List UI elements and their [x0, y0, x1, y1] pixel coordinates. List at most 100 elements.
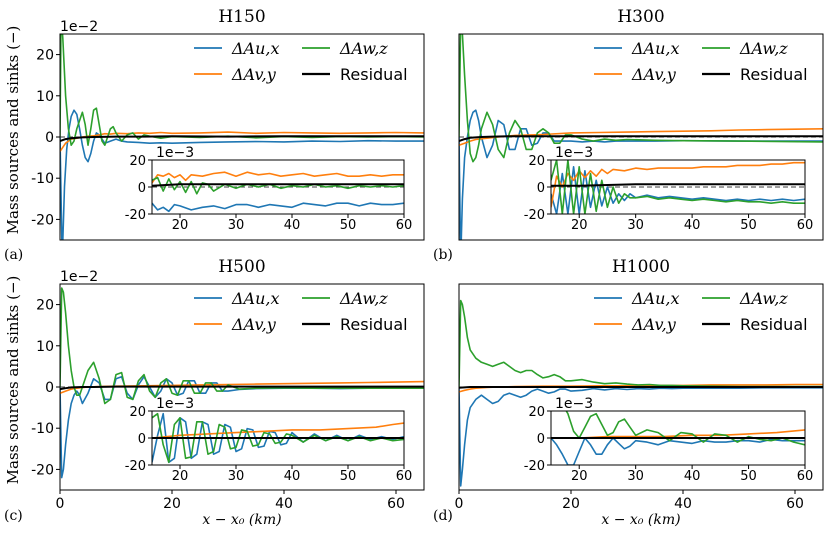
x-tick-label: 20 — [562, 496, 580, 512]
y-tick-label: -10 — [31, 421, 54, 437]
x-tick-label: 30 — [627, 218, 644, 233]
series-line-u — [152, 202, 404, 213]
series-line-v — [152, 171, 404, 184]
x-axis-label-right: x − x₀ (km) — [601, 512, 680, 528]
legend-label-v: ΔAv,y — [631, 65, 677, 84]
y-tick-label: 0 — [537, 181, 545, 196]
x-tick-label: 60 — [797, 469, 814, 484]
series-line-u — [551, 437, 805, 465]
y-tick-label: -20 — [31, 212, 54, 228]
legend: ΔAu,x ΔAw,z ΔAv,y Residual — [594, 289, 808, 334]
x-tick-label: 20 — [571, 218, 588, 233]
panel-title: H1000 — [612, 257, 670, 277]
x-tick-label: 50 — [340, 469, 357, 484]
y-tick-label: -20 — [31, 462, 54, 478]
y-tick-label: 0 — [138, 181, 146, 196]
panel-label: (c) — [4, 508, 23, 524]
x-tick-label: 40 — [275, 496, 293, 512]
legend-label-u: ΔAu,x — [231, 289, 280, 308]
y-tick-label: 0 — [138, 432, 146, 447]
series-line-u — [60, 109, 424, 240]
y-tick-label: 10 — [36, 339, 54, 355]
y-tick-label: 0 — [45, 380, 54, 396]
series-line-w — [551, 160, 805, 214]
series-line-u — [459, 109, 823, 240]
x-tick-label: 40 — [674, 496, 692, 512]
series-line-u — [60, 375, 424, 479]
series-line-w — [459, 299, 823, 388]
x-tick-label: 60 — [786, 496, 804, 512]
x-tick-label: 60 — [396, 469, 413, 484]
legend-label-residual: Residual — [740, 315, 808, 334]
legend-label-w: ΔAw,z — [339, 289, 388, 308]
legend: ΔAu,x ΔAw,z ΔAv,y Residual — [194, 39, 408, 84]
axis-multiplier: 1e−3 — [156, 145, 194, 161]
series-line-residual — [152, 183, 404, 187]
panel-title: H150 — [218, 7, 265, 27]
y-tick-label: 20 — [528, 154, 545, 169]
x-tick-label: 40 — [284, 469, 301, 484]
panel-title: H300 — [617, 7, 664, 27]
y-tick-label: -20 — [524, 459, 545, 474]
legend: ΔAu,x ΔAw,z ΔAv,y Residual — [194, 289, 408, 334]
x-tick-label: 40 — [684, 469, 701, 484]
x-axis-label-left: x − x₀ (km) — [202, 512, 281, 528]
series-line-w — [60, 287, 424, 405]
panel-title: H500 — [218, 257, 265, 277]
axes-frame — [458, 283, 824, 491]
x-tick-label: 0 — [455, 496, 464, 512]
legend-label-u: ΔAu,x — [231, 39, 280, 58]
x-tick-label: 50 — [740, 469, 757, 484]
y-tick-label: 0 — [537, 432, 545, 447]
y-tick-label: 20 — [36, 48, 54, 64]
axis-multiplier: 1e−3 — [555, 145, 593, 161]
x-tick-label: 30 — [228, 469, 245, 484]
legend-label-v: ΔAv,y — [231, 65, 277, 84]
legend-label-residual: Residual — [340, 315, 408, 334]
axis-multiplier: 1e−3 — [555, 396, 593, 412]
axis-multiplier: 1e−2 — [60, 19, 98, 35]
y-tick-label: 20 — [129, 154, 146, 169]
legend-label-v: ΔAv,y — [631, 315, 677, 334]
legend-label-u: ΔAu,x — [631, 39, 680, 58]
series-line-u — [459, 386, 823, 487]
y-tick-label: 20 — [129, 405, 146, 420]
y-axis-label: Mass sources and sinks (−) — [4, 26, 22, 235]
x-tick-label: 20 — [172, 218, 189, 233]
x-tick-label: 30 — [627, 469, 644, 484]
series-line-v — [459, 128, 823, 146]
legend-label-residual: Residual — [740, 65, 808, 84]
panel-label: (b) — [433, 247, 453, 263]
inset-axes: 20 30 40 50 60 -20 0 20 1e−3 — [524, 396, 814, 484]
y-tick-label: -20 — [125, 459, 146, 474]
y-tick-label: -20 — [524, 208, 545, 223]
x-tick-label: 60 — [387, 496, 405, 512]
panel-label: (d) — [433, 508, 453, 524]
x-tick-label: 60 — [797, 218, 814, 233]
series-line-v — [551, 161, 805, 208]
series-line-v — [60, 380, 424, 394]
inset-axes: 20 30 40 50 60 -20 0 20 1e−3 — [125, 145, 413, 233]
y-tick-label: 0 — [45, 130, 54, 146]
legend: ΔAu,x ΔAw,z ΔAv,y Residual — [594, 39, 808, 84]
y-tick-label: 10 — [36, 89, 54, 105]
x-tick-label: 20 — [571, 469, 588, 484]
x-tick-label: 50 — [740, 218, 757, 233]
legend-label-u: ΔAu,x — [631, 289, 680, 308]
x-tick-label: 60 — [396, 218, 413, 233]
legend-label-w: ΔAw,z — [739, 289, 788, 308]
y-tick-label: 20 — [36, 298, 54, 314]
legend-label-v: ΔAv,y — [231, 315, 277, 334]
y-tick-label: -20 — [125, 208, 146, 223]
series-line-w — [459, 34, 823, 163]
inset-axes: 20 30 40 50 60 -20 0 20 1e−3 — [125, 396, 413, 484]
x-tick-label: 0 — [56, 496, 65, 512]
series-line-residual — [60, 135, 424, 143]
x-tick-label: 50 — [340, 218, 357, 233]
panel-h150: -20 -10 0 10 20 1e−2 H150 (a) ΔAu,x ΔAw,z ΔAv,y Res… — [4, 7, 425, 263]
series-line-residual — [60, 385, 424, 391]
axes-frame — [458, 33, 824, 241]
x-tick-label: 30 — [228, 218, 245, 233]
